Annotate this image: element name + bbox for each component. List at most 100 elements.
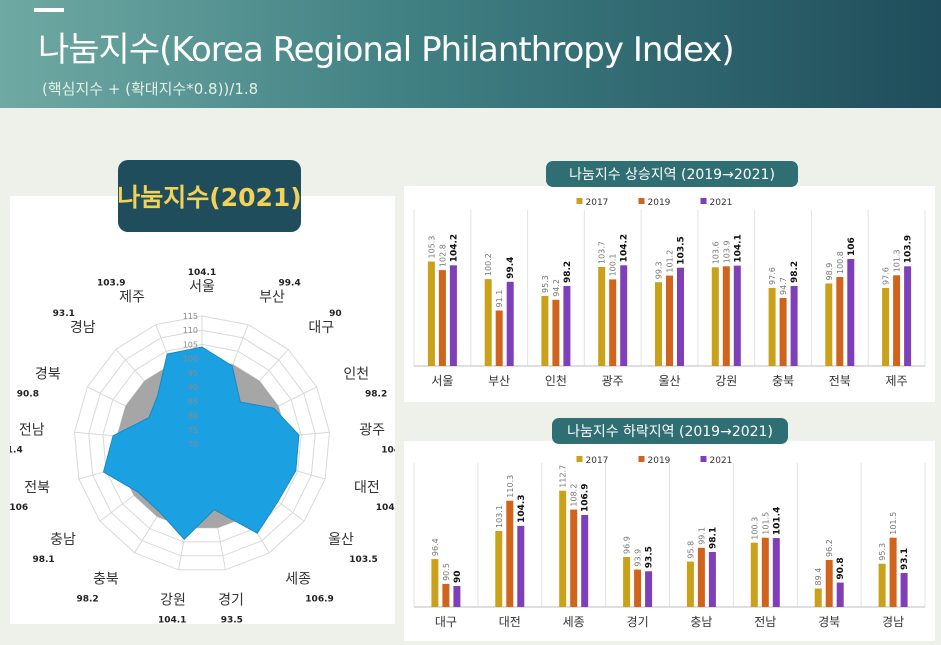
rising-chart-panel: 2017 2019 2021 105.3 102.8 104.2 서울 100.2 91.1 99…: [404, 186, 935, 402]
rising-chart-title: 나눔지수 상승지역 (2019→2021): [546, 161, 798, 187]
bar-value-label: 106: [847, 237, 857, 256]
bar: [708, 552, 716, 607]
bar: [517, 525, 525, 607]
header-accent-bar: [34, 8, 64, 12]
bar: [495, 531, 503, 607]
bar-value-label: 94.2: [552, 279, 561, 297]
bar-value-label: 98.9: [825, 263, 834, 281]
bar-value-label: 101.5: [889, 512, 898, 535]
legend-label: 2017: [586, 198, 609, 208]
radar-category-label: 인천: [343, 367, 369, 383]
legend-swatch: [576, 198, 583, 204]
bar-value-label: 104.2: [449, 234, 459, 262]
bar-value-label: 100.8: [836, 251, 845, 274]
bar: [750, 542, 758, 607]
radar-axis-tick: 110: [183, 326, 198, 335]
radar-value-label: 104.3: [376, 503, 395, 513]
radar-grid-ring: [73, 315, 331, 571]
bar-value-label: 96.9: [623, 536, 632, 554]
radar-category-label: 경북: [35, 367, 61, 383]
bar-value-label: 103.9: [904, 235, 914, 263]
bar: [559, 490, 567, 607]
bar: [438, 270, 446, 366]
bar: [904, 266, 912, 366]
bar: [893, 275, 901, 366]
radar-category-label: 대구: [308, 320, 334, 336]
bar-value-label: 108.2: [570, 484, 579, 507]
radar-axis-tick: 105: [183, 340, 198, 349]
bar: [620, 265, 628, 366]
bar-value-label: 101.3: [893, 249, 902, 272]
radar-value-label: 106: [10, 503, 28, 513]
bar: [484, 279, 492, 366]
bar: [541, 296, 549, 366]
bar: [449, 265, 457, 366]
category-label: 서울: [431, 374, 453, 388]
radar-category-label: 광주: [359, 422, 385, 438]
bar: [552, 299, 560, 366]
bar-value-label: 103.7: [598, 241, 607, 264]
bar-value-label: 89.4: [814, 568, 823, 586]
page-title: 나눔지수(Korea Regional Philanthropy Index): [38, 30, 735, 70]
radar-category-label: 부산: [259, 290, 285, 306]
page-subtitle: (핵심지수 + (확대지수*0.8))/1.8: [42, 80, 259, 98]
bar: [882, 288, 890, 366]
category-label: 제주: [886, 374, 908, 388]
category-label: 충북: [772, 374, 794, 388]
bar: [722, 266, 730, 366]
bar-value-label: 97.6: [768, 267, 777, 285]
radar-category-label: 경기: [218, 592, 244, 608]
radar-category-label: 경남: [70, 320, 96, 336]
radar-axis-tick: 85: [188, 397, 198, 406]
bar: [814, 588, 822, 607]
bar-value-label: 101.2: [666, 250, 675, 273]
bar-value-label: 94.7: [779, 277, 788, 295]
category-label: 인천: [545, 373, 567, 388]
category-label: 전남: [754, 615, 776, 629]
bar: [790, 286, 798, 366]
legend-swatch: [638, 198, 645, 204]
radar-chart: 707580859095100105110115서울104.1부산99.4대구9…: [0, 268, 410, 625]
legend-label: 2017: [586, 456, 609, 466]
falling-chart-title: 나눔지수 하락지역 (2019→2021): [552, 418, 788, 444]
bar-value-label: 96.4: [431, 538, 440, 556]
radar-axis-tick: 115: [183, 312, 198, 321]
bar: [570, 509, 578, 607]
bar: [506, 281, 514, 366]
radar-value-label: 99.4: [279, 279, 301, 289]
bar-value-label: 99.4: [506, 257, 516, 279]
radar-category-label: 충북: [93, 571, 119, 587]
bar-value-label: 93.5: [645, 546, 655, 568]
legend-label: 2021: [710, 456, 733, 466]
bar: [772, 538, 780, 607]
bar-value-label: 93.1: [900, 548, 910, 570]
radar-value-label: 98.2: [365, 390, 387, 400]
bar: [666, 275, 673, 366]
bar-value-label: 90.5: [442, 563, 451, 581]
legend-swatch: [700, 198, 707, 204]
bar: [697, 547, 705, 607]
bar-value-label: 98.1: [708, 527, 718, 549]
bar: [655, 282, 662, 366]
category-label: 충남: [690, 615, 712, 629]
bar-value-label: 90.8: [836, 557, 846, 579]
category-label: 광주: [602, 374, 624, 388]
category-label: 세종: [563, 615, 585, 629]
bar-value-label: 98.2: [563, 261, 573, 283]
radar-value-label: 104.1: [158, 615, 186, 624]
radar-axis-tick: 95: [188, 369, 198, 378]
bar: [779, 298, 787, 366]
radar-axis-tick: 80: [188, 412, 198, 421]
bar: [889, 537, 897, 607]
bar-value-label: 95.3: [541, 275, 550, 293]
bar: [495, 310, 503, 366]
radar-value-label: 93.1: [53, 309, 75, 319]
legend-swatch: [576, 456, 583, 462]
radar-value-label: 106.9: [305, 594, 333, 604]
bar-value-label: 100.1: [609, 253, 618, 276]
bar-value-label: 99.1: [697, 527, 706, 545]
bar: [598, 267, 606, 366]
radar-category-label: 전남: [19, 422, 45, 438]
bar: [836, 277, 844, 366]
